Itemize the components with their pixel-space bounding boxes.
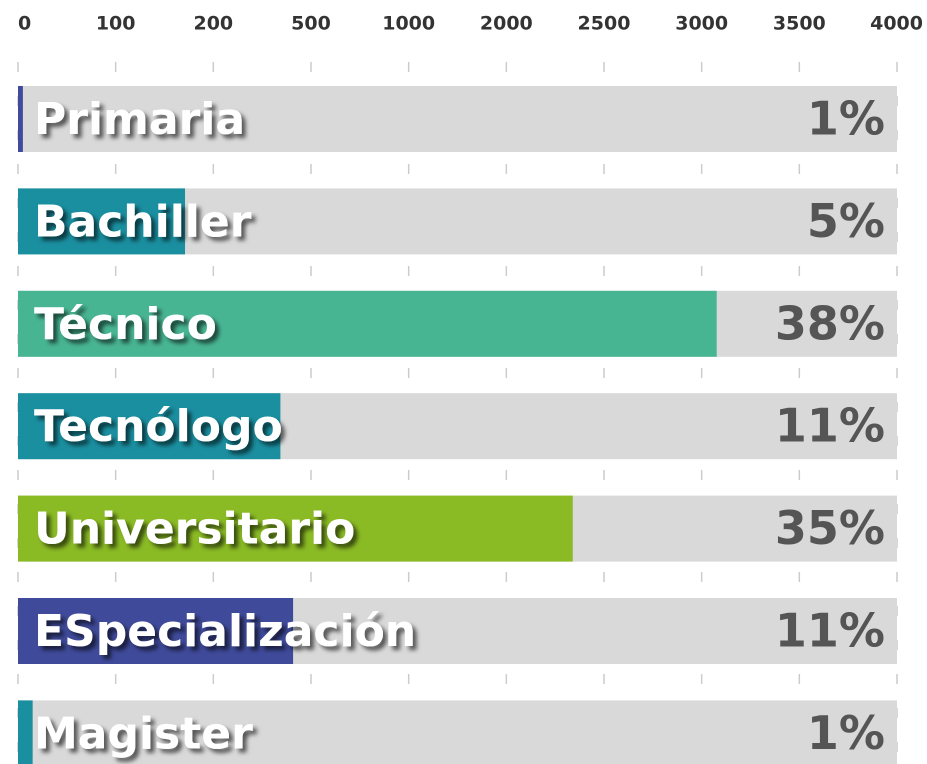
- bar: [18, 700, 33, 764]
- x-tick-label: 200: [193, 13, 233, 35]
- x-tick-label: 2500: [578, 13, 631, 35]
- x-tick-label: 2000: [480, 13, 533, 35]
- bar: [18, 86, 23, 152]
- category-label: Bachiller: [34, 196, 252, 247]
- bar: [18, 598, 294, 664]
- category-label: Primaria: [34, 94, 245, 145]
- share-label: 1%: [807, 92, 885, 146]
- x-tick-label: 3500: [773, 13, 826, 35]
- share-label: 11%: [775, 399, 885, 453]
- bar-track: [18, 700, 897, 764]
- x-tick-label: 0: [18, 13, 31, 35]
- share-label: 11%: [775, 604, 885, 658]
- bar: [18, 393, 281, 460]
- category-label: Técnico: [34, 299, 217, 350]
- bar: [18, 495, 573, 562]
- share-label: 1%: [807, 706, 885, 760]
- bar: [18, 188, 186, 255]
- x-tick-label: 100: [96, 13, 136, 35]
- category-label: Universitario: [34, 504, 355, 555]
- share-label: 35%: [775, 501, 885, 555]
- share-label: 38%: [775, 296, 885, 350]
- x-tick-label: 4000: [870, 13, 923, 35]
- bar: [18, 290, 717, 357]
- x-tick-label: 3000: [675, 13, 728, 35]
- bar-track: [18, 86, 897, 152]
- share-label: 5%: [807, 194, 885, 248]
- x-tick-label: 500: [291, 13, 331, 35]
- x-tick-label: 1000: [382, 13, 435, 35]
- category-label: Magister: [34, 708, 253, 759]
- category-label: Tecnólogo: [34, 401, 283, 452]
- category-label: ESpecialización: [34, 606, 416, 657]
